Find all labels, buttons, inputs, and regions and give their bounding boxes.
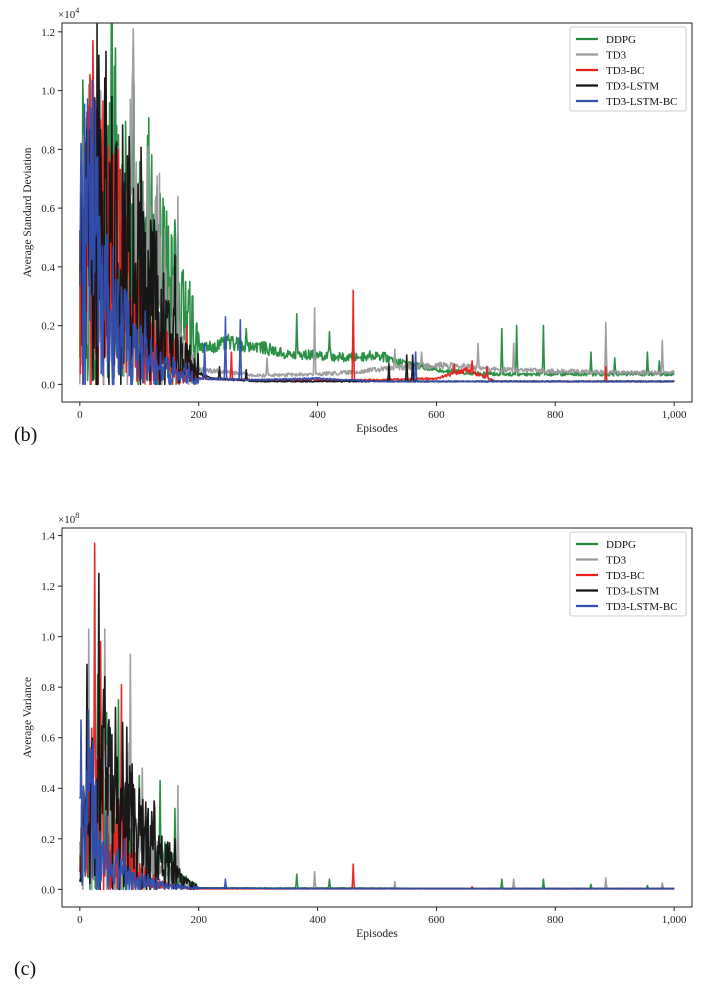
y-tick-label: 0.0 (41, 379, 55, 391)
plot-area (79, 542, 675, 891)
plot-area (79, 23, 675, 386)
x-tick-label: 600 (428, 409, 445, 421)
y-tick-label: 1.2 (41, 581, 55, 593)
y-tick-label: 0.2 (41, 321, 55, 333)
x-tick-label: 0 (77, 409, 83, 421)
x-axis-label: Episodes (356, 928, 398, 940)
y-multiplier: ×108 (58, 511, 79, 526)
y-tick-label: 1.2 (41, 27, 55, 39)
x-tick-label: 0 (77, 914, 83, 926)
legend-label-td3: TD3 (606, 555, 627, 567)
plot-frame (61, 22, 693, 403)
y-tick-label: 0.6 (41, 733, 55, 745)
y-tick-label: 0.2 (41, 834, 55, 846)
chart-panel-b: 0 200 400 600 800 1,000 0.0 0.2 0.4 0.6 0.8 1.0 1.2×… (22, 6, 693, 435)
x-tick-label: 400 (309, 409, 326, 421)
legend-label-td3-bc: TD3-BC (606, 65, 645, 77)
legend-label-td3-bc: TD3-BC (606, 570, 645, 582)
legend-label-td3-lstm-bc: TD3-LSTM-BC (606, 601, 678, 613)
x-tick-label: 600 (428, 914, 445, 926)
panel-label-c: (c) (14, 958, 37, 980)
y-tick-label: 0.4 (41, 262, 55, 274)
y-tick-label: 0.4 (41, 783, 55, 795)
series-line-td3-lstm-bc (79, 79, 675, 386)
x-tick-label: 800 (547, 409, 564, 421)
x-tick-label: 1,000 (662, 914, 687, 926)
x-axis-label: Episodes (356, 423, 398, 435)
legend-label-td3-lstm-bc: TD3-LSTM-BC (606, 96, 678, 108)
legend-box (569, 531, 687, 617)
x-tick-label: 1,000 (662, 409, 687, 421)
y-tick-label: 0.8 (41, 682, 55, 694)
panel-label-b: (b) (14, 424, 38, 446)
legend-label-td3-lstm: TD3-LSTM (606, 586, 659, 598)
legend-box (569, 26, 687, 112)
series-line-td3 (79, 28, 675, 386)
x-tick-label: 800 (547, 914, 564, 926)
x-tick-label: 400 (309, 914, 326, 926)
chart-panel-c: 0 200 400 600 800 1,000 0.0 0.2 0.4 0.6 0.8 1.0 1.2 1… (22, 511, 693, 940)
series-line-td3-lstm-bc (79, 709, 675, 891)
y-tick-label: 0.0 (41, 884, 55, 896)
legend-label-td3: TD3 (606, 50, 627, 62)
legend-label-td3-lstm: TD3-LSTM (606, 81, 659, 93)
y-tick-label: 1.0 (41, 86, 55, 98)
y-tick-label: 0.6 (41, 203, 55, 215)
x-tick-label: 200 (190, 409, 207, 421)
y-tick-label: 1.0 (41, 632, 55, 644)
y-tick-label: 1.4 (41, 531, 55, 543)
y-multiplier-exponent: 4 (75, 6, 79, 15)
y-axis-label: Average Standard Deviation (22, 147, 34, 277)
plot-frame (61, 527, 693, 908)
y-multiplier-exponent: 8 (75, 511, 79, 520)
legend: DDPG TD3 TD3-BC TD3-LSTM TD3-LSTM-BC (569, 26, 687, 112)
y-axis-label: Average Variance (22, 677, 34, 758)
legend-label-ddpg: DDPG (606, 539, 636, 551)
y-tick-label: 0.8 (41, 144, 55, 156)
series-line-td3-lstm (79, 572, 675, 891)
legend: DDPG TD3 TD3-BC TD3-LSTM TD3-LSTM-BC (569, 531, 687, 617)
y-multiplier: ×104 (58, 6, 79, 21)
x-tick-label: 200 (190, 914, 207, 926)
legend-label-ddpg: DDPG (606, 34, 636, 46)
